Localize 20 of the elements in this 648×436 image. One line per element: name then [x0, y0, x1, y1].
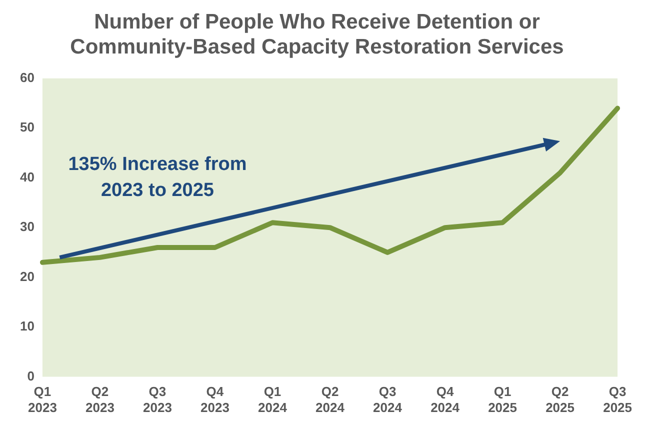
y-tick-label: 10 [20, 318, 34, 334]
y-tick-label: 30 [20, 219, 34, 234]
y-tick-label: 60 [20, 70, 34, 85]
x-tick-label: Q2 2025 [546, 384, 574, 415]
annotation: 135% Increase from 2023 to 2025 [68, 154, 247, 202]
x-tick-label: Q3 2023 [143, 384, 172, 415]
x-tick-label: Q3 2024 [373, 384, 403, 415]
y-tick-label: 20 [20, 268, 34, 284]
x-tick-label: Q2 2023 [86, 384, 114, 415]
x-tick-label: Q1 2025 [488, 384, 517, 415]
x-tick-label: Q4 2023 [200, 384, 230, 415]
x-tick-label: Q1 2023 [28, 384, 57, 415]
x-tick-label: Q2 2024 [316, 384, 346, 415]
y-tick-label: 40 [20, 169, 34, 184]
chart-title: Number of People Who Receive Detention or Community-Based Capacity Restoration Services [70, 10, 564, 59]
x-tick-label: Q3 2025 [603, 384, 632, 415]
x-tick-label: Q1 2024 [258, 384, 288, 415]
y-tick-label: 50 [20, 120, 34, 135]
x-tick-label: Q4 2024 [430, 384, 460, 415]
y-tick-label: 0 [27, 368, 34, 384]
